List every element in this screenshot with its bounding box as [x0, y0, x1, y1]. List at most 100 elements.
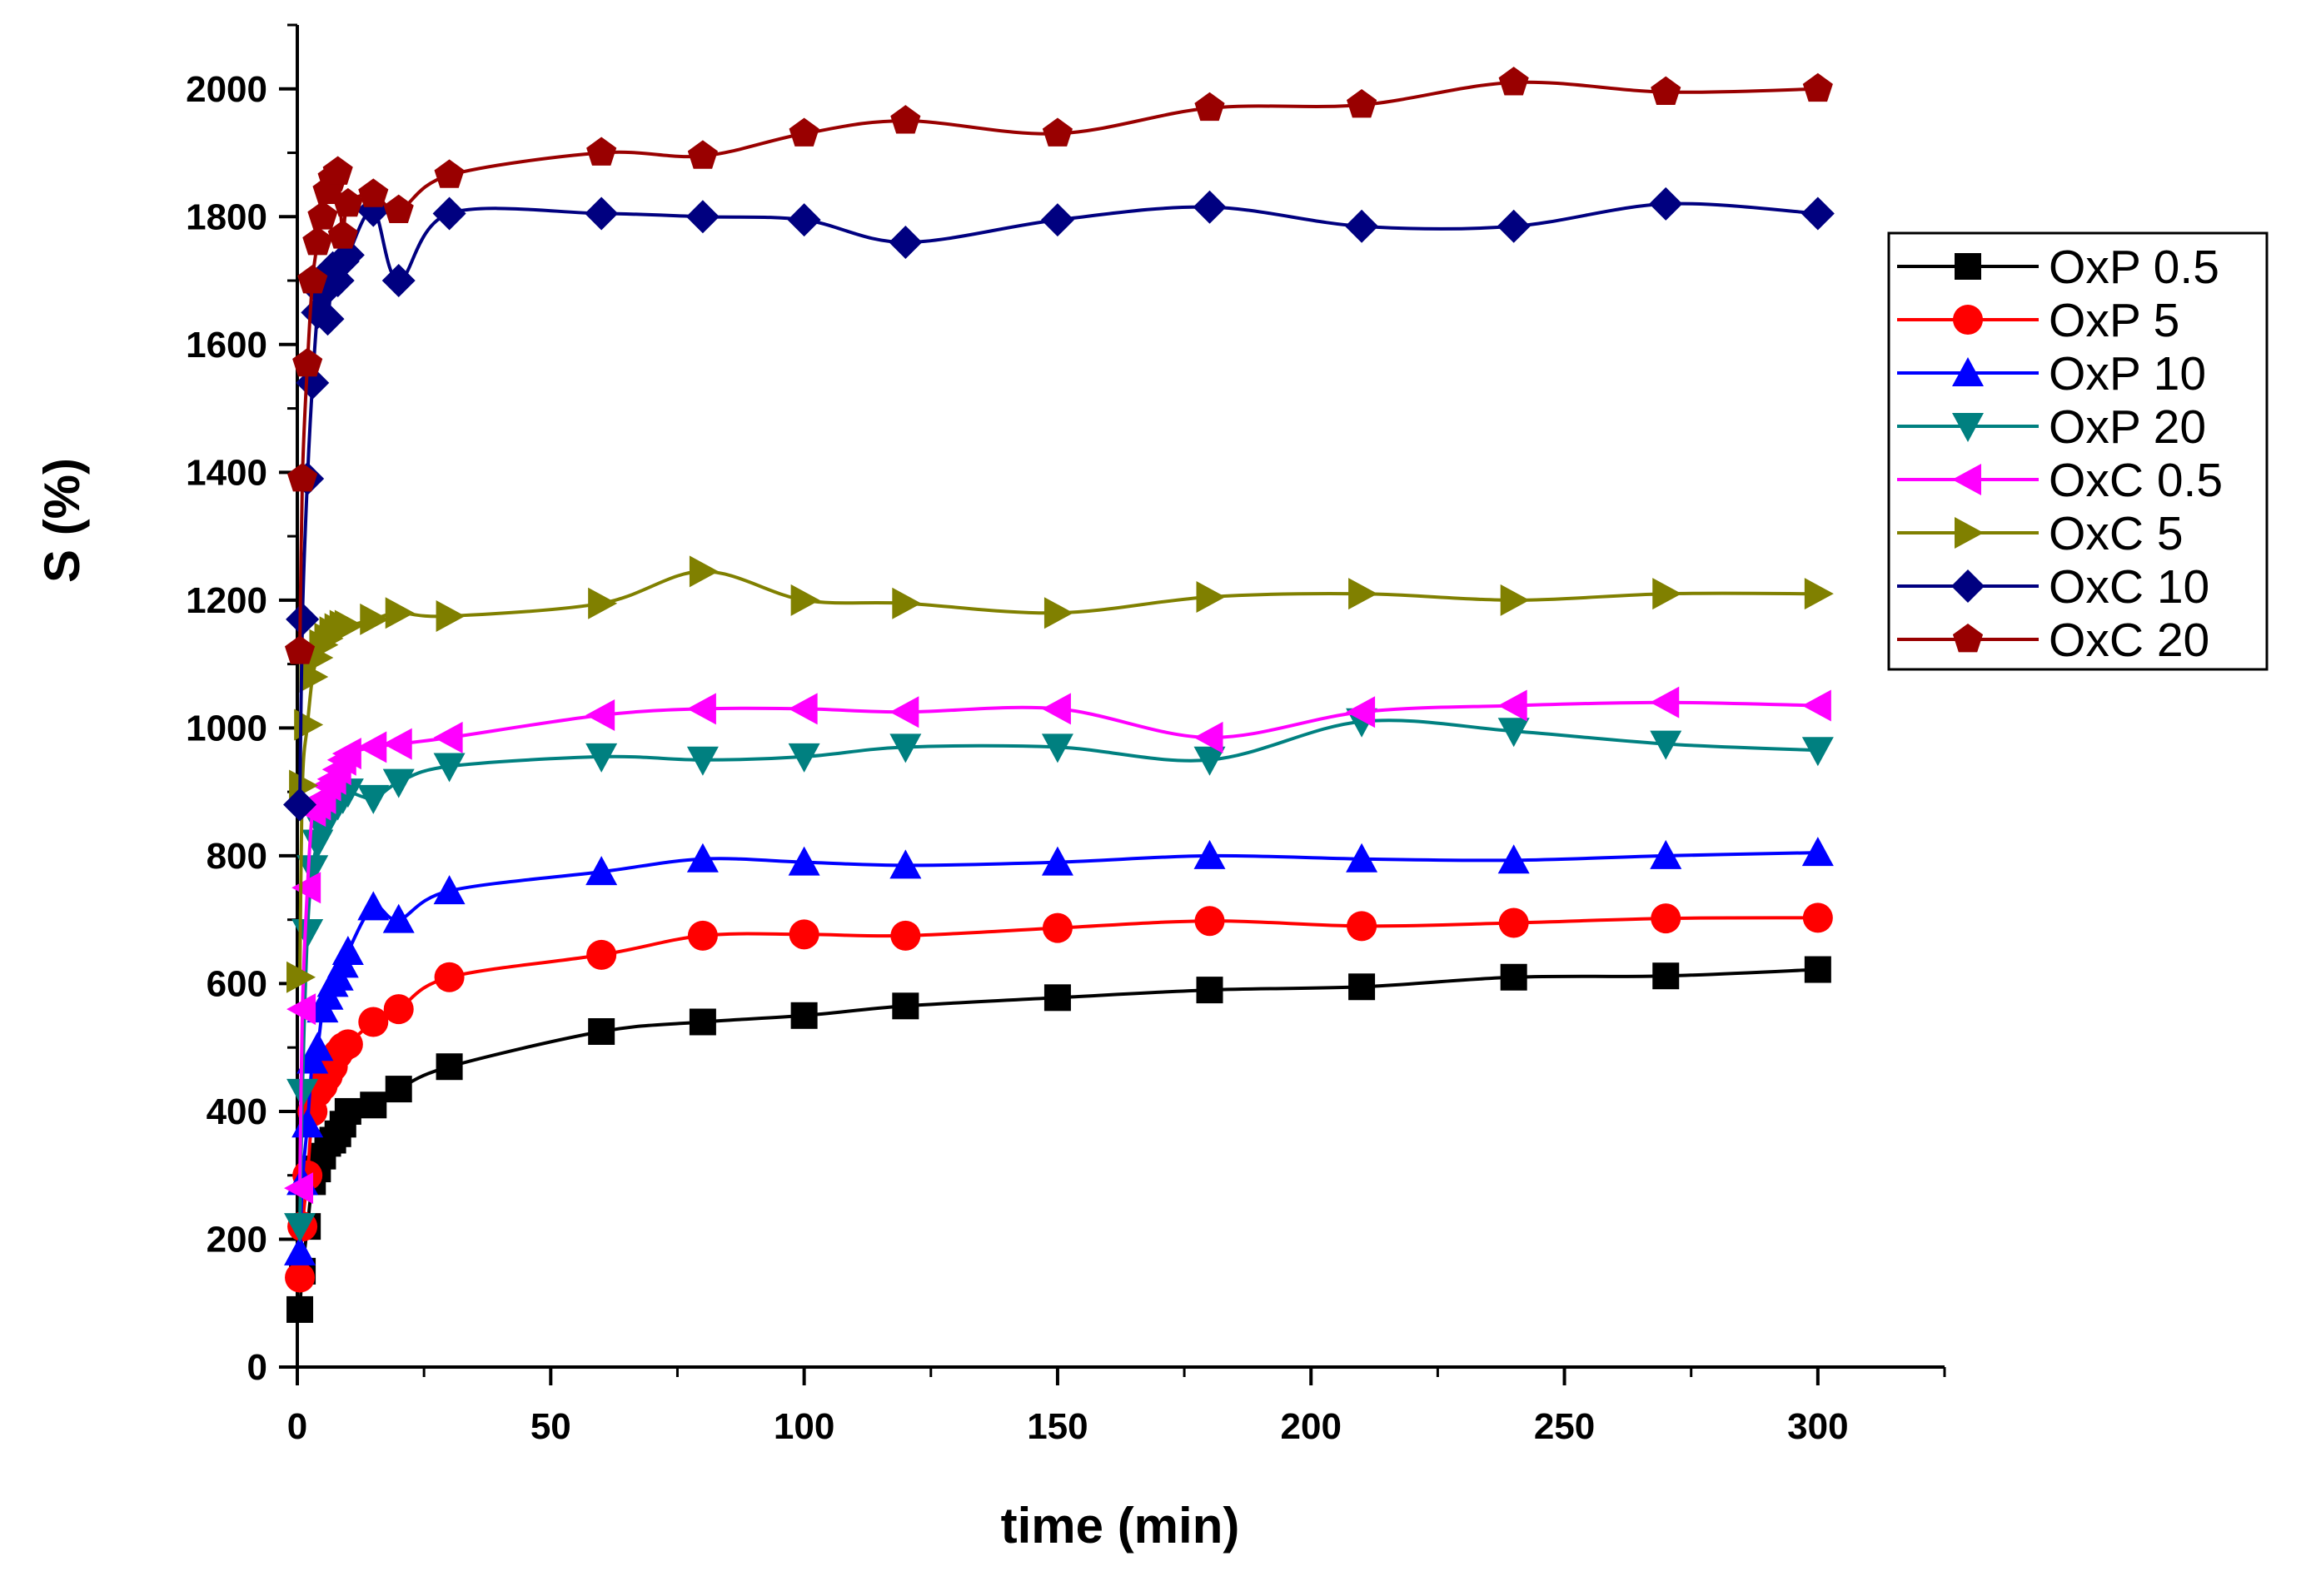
data-point	[1193, 839, 1226, 869]
data-point	[332, 1029, 363, 1060]
series-layer	[283, 67, 1835, 1323]
data-point	[1196, 977, 1223, 1004]
data-point	[1348, 578, 1378, 610]
data-point	[432, 196, 466, 231]
data-point	[357, 731, 387, 763]
data-point	[434, 159, 465, 188]
data-point	[1193, 190, 1227, 224]
x-tick-label: 0	[287, 1406, 307, 1447]
data-point	[291, 872, 321, 904]
data-point	[1498, 907, 1529, 938]
data-point	[892, 587, 922, 619]
data-point	[790, 584, 820, 616]
legend-item: OxC 5	[1897, 507, 2184, 560]
data-point	[307, 201, 338, 230]
series-oxc-20	[284, 67, 1833, 664]
data-point	[358, 178, 389, 207]
legend-label: OxP 0.5	[2049, 241, 2219, 294]
series-oxp-20	[284, 708, 1834, 1243]
data-point	[789, 117, 819, 147]
data-point	[360, 603, 390, 635]
data-point	[1346, 696, 1376, 728]
data-point	[334, 1097, 361, 1125]
data-point	[434, 962, 465, 992]
data-point	[889, 696, 919, 728]
data-point	[1040, 203, 1074, 237]
data-point	[381, 264, 416, 298]
y-tick-label: 600	[207, 963, 267, 1004]
y-tick-label: 1000	[186, 708, 267, 748]
legend-label: OxP 20	[2049, 400, 2206, 454]
data-point	[283, 788, 317, 822]
data-point	[585, 856, 618, 886]
data-point	[1042, 912, 1073, 943]
plot-frame	[296, 25, 1945, 1369]
data-point	[686, 843, 719, 873]
data-point	[788, 693, 818, 725]
data-point	[1194, 92, 1225, 122]
legend-marker	[1952, 357, 1984, 386]
data-point	[687, 920, 718, 951]
data-point	[1650, 730, 1682, 760]
x-axis: 0 50 100 150 200 250 300	[287, 1367, 1946, 1447]
y-tick-label: 0	[247, 1347, 267, 1388]
data-point	[1651, 903, 1681, 934]
data-point	[1804, 578, 1834, 610]
series-line	[298, 967, 1818, 1310]
x-tick-label: 150	[1027, 1406, 1088, 1447]
data-point	[1651, 76, 1681, 105]
data-point	[1652, 962, 1680, 990]
data-point	[892, 992, 919, 1020]
legend-item: OxP 10	[1897, 347, 2206, 400]
data-point	[1196, 581, 1226, 614]
data-point	[322, 156, 353, 185]
data-point	[331, 738, 361, 770]
x-tick-label: 100	[774, 1406, 834, 1447]
data-point	[1041, 733, 1073, 763]
data-point	[1497, 689, 1527, 722]
data-point	[889, 733, 922, 763]
legend-label: OxC 20	[2049, 614, 2209, 667]
y-tick-label: 1200	[186, 580, 267, 621]
data-point	[588, 587, 618, 619]
data-point	[436, 600, 466, 633]
data-point	[585, 699, 615, 732]
data-point	[1497, 718, 1530, 748]
data-point	[890, 920, 921, 951]
data-point	[285, 1262, 316, 1293]
data-point	[284, 635, 316, 664]
data-point	[686, 693, 716, 725]
data-point	[292, 347, 323, 377]
legend-label: OxC 0.5	[2049, 454, 2223, 507]
data-point	[1802, 72, 1833, 102]
data-point	[585, 743, 618, 773]
data-point	[1041, 846, 1073, 876]
data-point	[1801, 737, 1834, 767]
data-point	[296, 855, 329, 885]
legend-label: OxC 5	[2049, 507, 2184, 560]
data-point	[297, 265, 328, 294]
y-tick-label: 1800	[186, 196, 267, 237]
data-point	[327, 220, 358, 249]
data-point	[1194, 906, 1225, 937]
data-point	[586, 137, 617, 166]
y-axis-title: S (%)	[34, 458, 90, 583]
data-point	[357, 784, 390, 814]
data-point	[890, 105, 921, 134]
data-point	[1041, 693, 1071, 725]
data-point	[1801, 689, 1831, 722]
data-point	[889, 849, 922, 879]
legend-item: OxP 0.5	[1897, 241, 2219, 294]
data-point	[383, 994, 414, 1025]
y-axis: 0 200 400 600 800 1000 1200 1400 1600 1800 2000	[186, 23, 297, 1388]
legend-marker	[1952, 624, 1984, 653]
data-point	[689, 1008, 716, 1036]
data-point	[284, 1236, 316, 1265]
data-point	[1346, 843, 1378, 873]
data-point	[358, 1007, 389, 1037]
data-point	[1500, 963, 1527, 991]
y-tick-label: 200	[207, 1219, 267, 1260]
legend-marker	[1951, 569, 1985, 603]
data-point	[357, 891, 390, 921]
